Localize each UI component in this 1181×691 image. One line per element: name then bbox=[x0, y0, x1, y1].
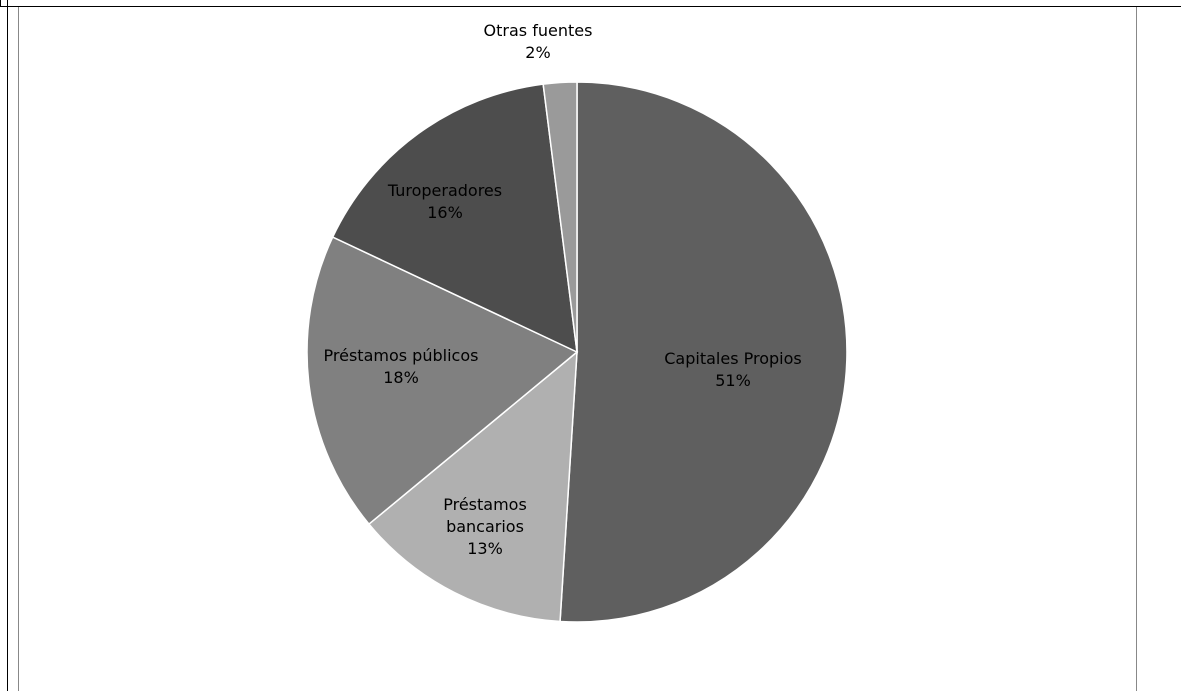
slice-name: Turoperadores bbox=[387, 181, 502, 200]
pie-labels: Capitales Propios 51% Préstamos bancarios 13… bbox=[324, 21, 802, 558]
pie-slice-turoperadores bbox=[331, 83, 578, 354]
slice-label-otras-fuentes: Otras fuentes 2% bbox=[484, 21, 593, 62]
slice-label-prestamos-bancarios: Préstamos bancarios 13% bbox=[443, 495, 527, 558]
slice-percent: 18% bbox=[383, 368, 419, 387]
pie-slices bbox=[306, 81, 848, 623]
slice-percent: 51% bbox=[715, 371, 751, 390]
slice-name: Otras fuentes bbox=[484, 21, 593, 40]
slice-name: bancarios bbox=[446, 517, 524, 536]
chart-area-right-border bbox=[1136, 7, 1137, 691]
slice-label-capitales-propios: Capitales Propios 51% bbox=[664, 349, 801, 390]
pie-slice-capitales-propios bbox=[559, 81, 848, 623]
pie-slice-prestamos-bancarios bbox=[367, 350, 578, 623]
frame-top-border bbox=[0, 6, 1181, 7]
slice-percent: 13% bbox=[467, 539, 503, 558]
pie-slice-otras-fuentes bbox=[542, 81, 578, 353]
chart-area-left-border bbox=[18, 7, 19, 691]
slice-percent: 2% bbox=[525, 43, 550, 62]
slice-name: Préstamos públicos bbox=[324, 346, 479, 365]
slice-label-prestamos-publicos: Préstamos públicos 18% bbox=[324, 346, 479, 387]
frame-left-border bbox=[7, 0, 8, 691]
frame-corner-border bbox=[0, 0, 1, 7]
pie-slice-prestamos-publicos bbox=[306, 236, 579, 526]
slice-name: Préstamos bbox=[443, 495, 527, 514]
slice-percent: 16% bbox=[427, 203, 463, 222]
slice-label-turoperadores: Turoperadores 16% bbox=[387, 181, 502, 222]
slice-name: Capitales Propios bbox=[664, 349, 801, 368]
